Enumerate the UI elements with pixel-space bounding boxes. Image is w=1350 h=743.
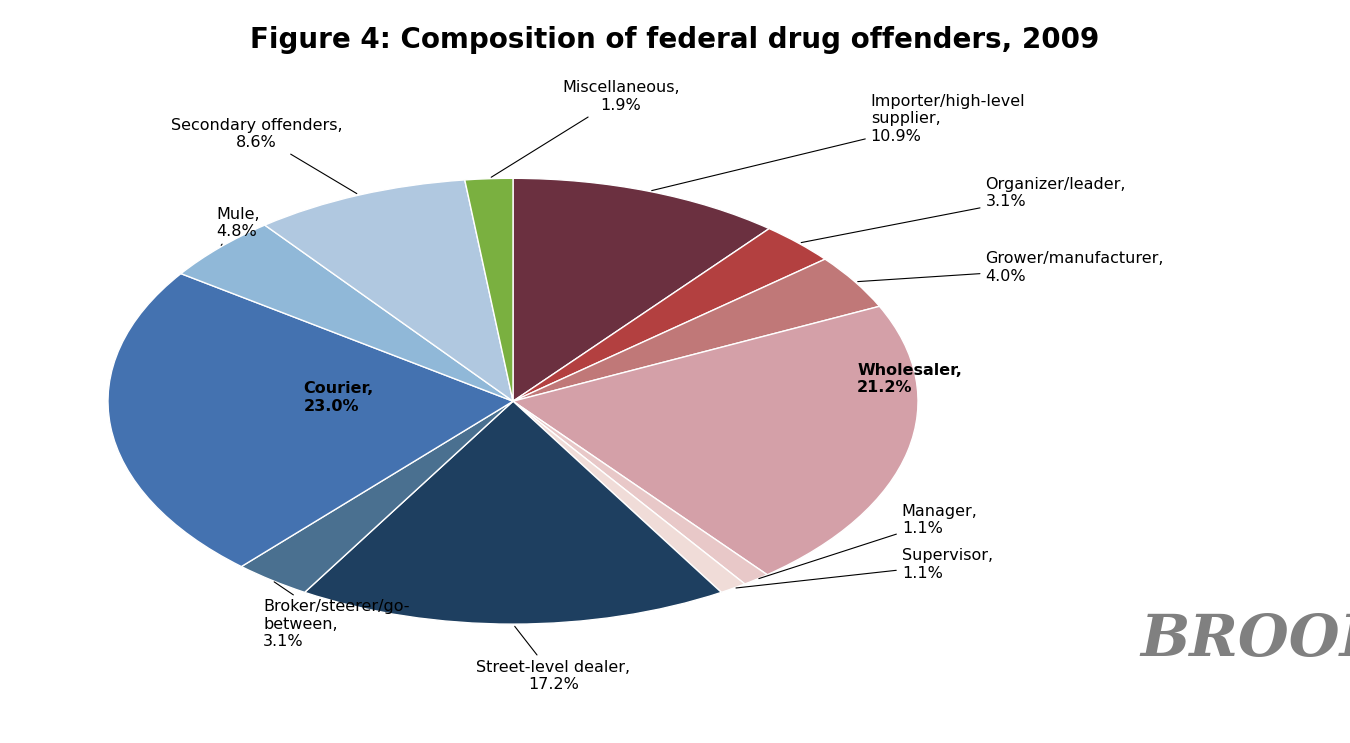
Wedge shape [513,401,767,584]
Wedge shape [513,178,770,401]
Wedge shape [513,229,825,401]
Text: Secondary offenders,
8.6%: Secondary offenders, 8.6% [170,117,356,194]
Text: Importer/high-level
supplier,
10.9%: Importer/high-level supplier, 10.9% [652,94,1026,191]
Wedge shape [242,401,513,592]
Text: Mule,
4.8%: Mule, 4.8% [216,207,259,245]
Wedge shape [108,273,513,567]
Text: Supervisor,
1.1%: Supervisor, 1.1% [736,548,994,588]
Text: Grower/manufacturer,
4.0%: Grower/manufacturer, 4.0% [857,251,1164,284]
Text: Figure 4: Composition of federal drug offenders, 2009: Figure 4: Composition of federal drug of… [250,26,1100,54]
Wedge shape [305,401,721,624]
Wedge shape [464,178,513,401]
Text: Miscellaneous,
1.9%: Miscellaneous, 1.9% [491,80,680,178]
Wedge shape [513,259,879,401]
Wedge shape [181,225,513,401]
Text: Courier,
23.0%: Courier, 23.0% [304,381,374,414]
Text: Organizer/leader,
3.1%: Organizer/leader, 3.1% [801,177,1126,242]
Text: Broker/steerer/go-
between,
3.1%: Broker/steerer/go- between, 3.1% [263,582,410,649]
Text: Street-level dealer,
17.2%: Street-level dealer, 17.2% [477,626,630,692]
Wedge shape [265,180,513,401]
Text: Manager,
1.1%: Manager, 1.1% [759,504,977,579]
Wedge shape [513,401,745,592]
Wedge shape [513,306,918,575]
Text: BROOKINGS: BROOKINGS [1141,612,1350,669]
Text: Wholesaler,
21.2%: Wholesaler, 21.2% [857,363,963,395]
